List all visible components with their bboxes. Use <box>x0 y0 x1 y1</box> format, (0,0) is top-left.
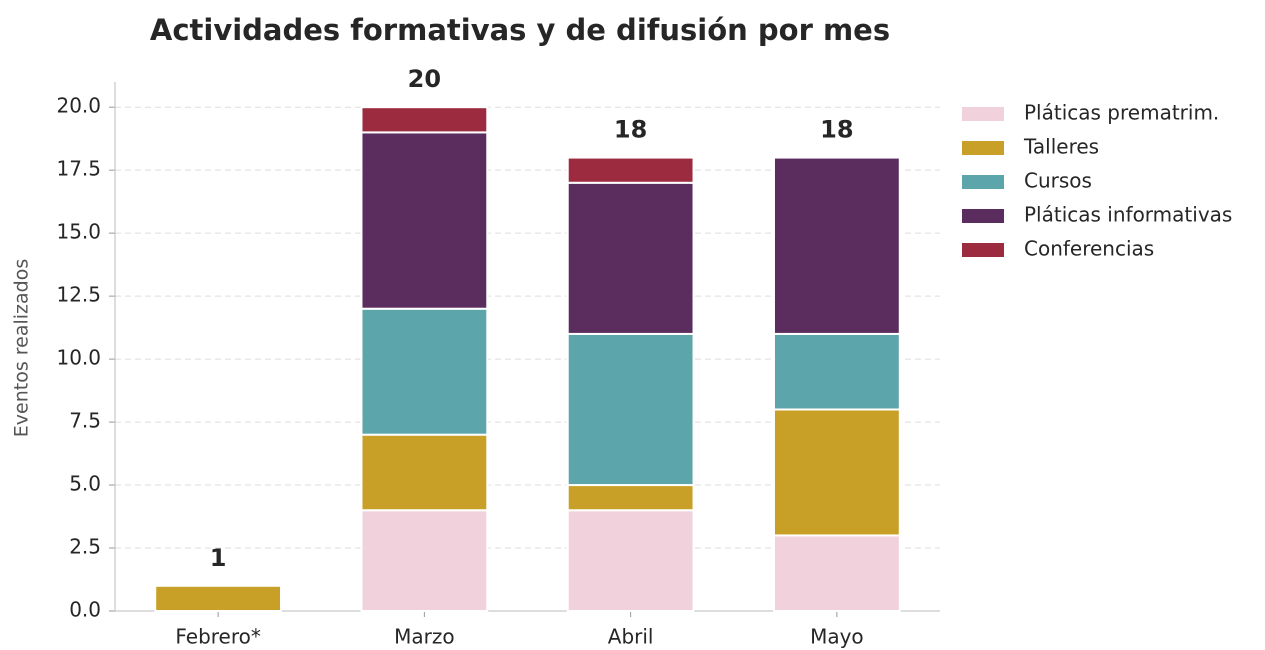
legend-label: Conferencias <box>1024 237 1154 261</box>
x-tick-label: Marzo <box>394 625 454 649</box>
total-label: 18 <box>820 116 853 144</box>
legend-label: Cursos <box>1024 169 1092 193</box>
bar-segment <box>566 181 695 335</box>
bar-segment <box>360 106 489 134</box>
y-tick-label: 17.5 <box>56 157 101 181</box>
legend-label: Pláticas informativas <box>1024 203 1232 227</box>
y-tick-label: 12.5 <box>56 283 101 307</box>
bar-segment <box>566 156 695 184</box>
x-tick-label: Mayo <box>810 625 864 649</box>
bar-segment <box>772 534 901 613</box>
y-tick-label: 5.0 <box>69 472 101 496</box>
y-axis-label: Eventos realizados <box>11 259 33 437</box>
bar-segment <box>566 509 695 612</box>
y-tick-label: 15.0 <box>56 220 101 244</box>
bar-segment <box>360 131 489 310</box>
total-label: 1 <box>210 544 227 572</box>
legend-swatch <box>962 209 1004 223</box>
bar-segment <box>566 484 695 512</box>
y-tick-label: 0.0 <box>69 598 101 622</box>
legend-swatch <box>962 243 1004 257</box>
bar-segment <box>360 433 489 512</box>
legend-swatch <box>962 107 1004 121</box>
legend-label: Talleres <box>1023 135 1099 159</box>
chart-title: Actividades formativas y de difusión por… <box>150 13 890 47</box>
legend-swatch <box>962 141 1004 155</box>
bar-segment <box>772 408 901 537</box>
legend-label: Pláticas prematrim. <box>1024 101 1219 125</box>
y-tick-label: 20.0 <box>56 94 101 118</box>
bar-segment <box>154 584 283 612</box>
bar-segment <box>772 332 901 411</box>
bar-segment <box>566 332 695 487</box>
y-tick-label: 2.5 <box>69 535 101 559</box>
y-tick-label: 7.5 <box>69 409 101 433</box>
bar-segment <box>772 156 901 335</box>
bar-segment <box>360 509 489 612</box>
total-label: 20 <box>408 65 441 93</box>
x-tick-label: Febrero* <box>175 625 261 649</box>
y-tick-label: 10.0 <box>56 346 101 370</box>
x-tick-label: Abril <box>608 625 654 649</box>
total-label: 18 <box>614 116 647 144</box>
bar-segment <box>360 307 489 436</box>
legend-swatch <box>962 175 1004 189</box>
